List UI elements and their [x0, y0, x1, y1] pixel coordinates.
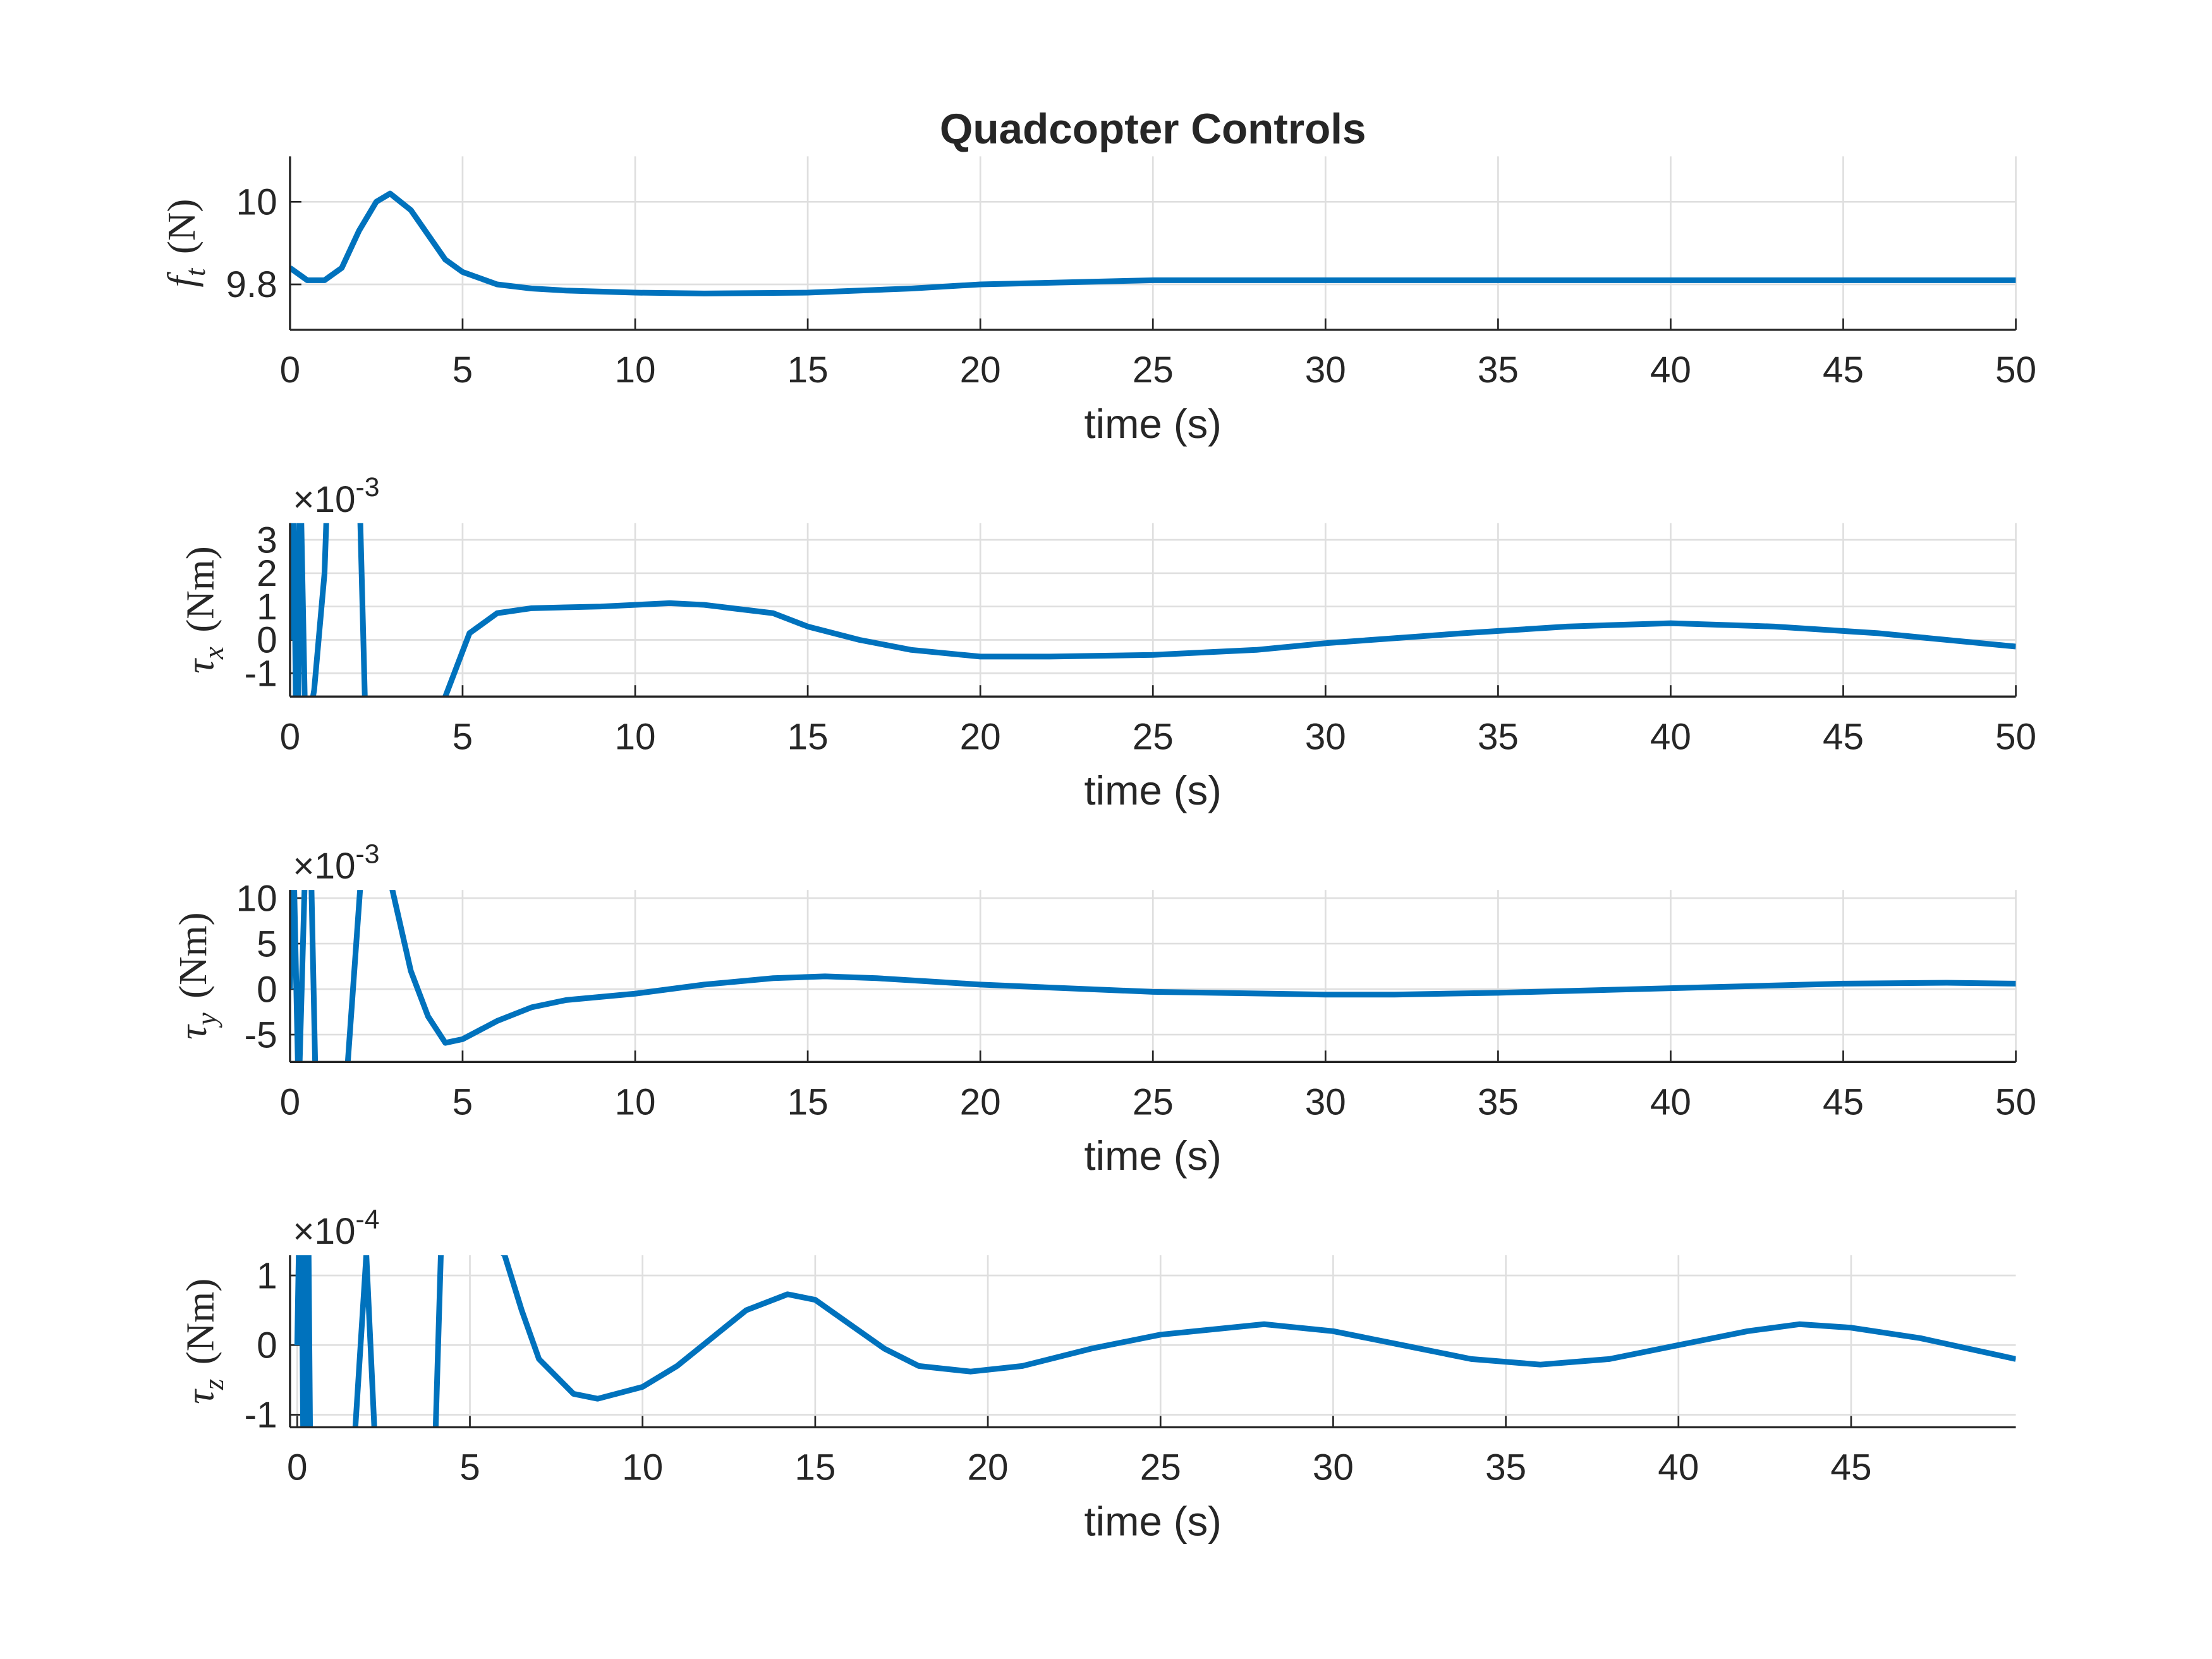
axis-multiplier: ×10-3 — [293, 839, 379, 887]
x-tick-label: 20 — [960, 349, 1001, 391]
x-tick-label: 20 — [960, 716, 1001, 757]
x-tick-label: 40 — [1650, 349, 1691, 391]
y-tick-label: 0 — [257, 1325, 277, 1366]
y-label-unit: (Nm) — [178, 1279, 222, 1364]
multiplier-exponent: -3 — [356, 472, 380, 502]
x-tick-label: 0 — [287, 1447, 308, 1488]
y-axis-label: τx (Nm) — [178, 546, 229, 673]
x-tick-label: 15 — [794, 1447, 836, 1488]
x-tick-label: 0 — [280, 716, 301, 757]
data-line — [289, 523, 2016, 697]
x-tick-label: 45 — [1823, 716, 1864, 757]
axis-multiplier: ×10-3 — [293, 472, 379, 520]
x-tick-label: 50 — [1995, 349, 2036, 391]
y-tick-label: 2 — [257, 553, 277, 594]
x-tick-label: 15 — [787, 716, 829, 757]
x-tick-label: 50 — [1995, 716, 2036, 757]
x-tick-label: 30 — [1305, 1081, 1346, 1122]
y-label-subscript: y — [191, 1012, 222, 1028]
x-tick-label: 25 — [1133, 716, 1174, 757]
y-tick-label: -1 — [245, 653, 277, 694]
y-axis-label: τz (Nm) — [178, 1279, 229, 1404]
x-tick-label: 20 — [968, 1447, 1009, 1488]
y-tick-label: 9.8 — [226, 264, 277, 305]
x-tick-label: 50 — [1995, 1081, 2036, 1122]
x-tick-label: 30 — [1305, 716, 1346, 757]
x-tick-label: 15 — [787, 1081, 829, 1122]
y-label-subscript: x — [198, 647, 229, 660]
x-tick-label: 15 — [787, 349, 829, 391]
x-tick-label: 35 — [1478, 349, 1519, 391]
x-tick-label: 5 — [453, 716, 473, 757]
x-tick-label: 25 — [1133, 349, 1174, 391]
multiplier-base: ×10 — [293, 479, 355, 520]
data-line — [289, 890, 2016, 1062]
x-tick-label: 20 — [960, 1081, 1001, 1122]
y-tick-label: 1 — [257, 586, 277, 628]
x-tick-label: 30 — [1305, 349, 1346, 391]
y-tick-label: 10 — [236, 878, 277, 919]
y-axis-label: ft(N) — [159, 199, 211, 288]
x-tick-label: 10 — [614, 349, 655, 391]
y-label-subscript: t — [179, 267, 211, 276]
x-tick-label: 40 — [1650, 716, 1691, 757]
y-tick-label: 1 — [257, 1255, 277, 1296]
x-tick-label: 45 — [1830, 1447, 1871, 1488]
multiplier-base: ×10 — [293, 846, 355, 887]
x-tick-label: 5 — [459, 1447, 480, 1488]
multiplier-exponent: -3 — [356, 839, 380, 869]
x-axis-label: time (s) — [1085, 1498, 1222, 1544]
x-tick-label: 10 — [622, 1447, 663, 1488]
y-label-unit: (N) — [159, 199, 204, 254]
x-tick-label: 0 — [280, 1081, 301, 1122]
x-tick-label: 5 — [453, 1081, 473, 1122]
y-label-unit: (Nm) — [171, 912, 215, 998]
data-line — [294, 1255, 2016, 1428]
y-label-symbol: τ — [178, 1389, 222, 1404]
y-label-symbol: τ — [178, 658, 222, 674]
x-tick-label: 45 — [1823, 349, 1864, 391]
chart-title: Quadcopter Controls — [940, 106, 1366, 153]
y-axis-label: τy (Nm) — [171, 912, 222, 1039]
x-tick-label: 35 — [1478, 716, 1519, 757]
x-tick-label: 40 — [1650, 1081, 1691, 1122]
x-tick-label: 35 — [1485, 1447, 1526, 1488]
y-label-unit: (Nm) — [178, 546, 222, 632]
x-tick-label: 10 — [614, 716, 655, 757]
y-tick-label: 3 — [257, 520, 277, 561]
x-tick-label: 10 — [614, 1081, 655, 1122]
y-label-symbol: τ — [171, 1024, 215, 1040]
data-line — [289, 190, 2016, 296]
x-tick-label: 40 — [1658, 1447, 1699, 1488]
x-tick-label: 0 — [280, 349, 301, 391]
x-tick-label: 25 — [1133, 1081, 1174, 1122]
y-tick-label: -5 — [245, 1014, 277, 1055]
x-tick-label: 45 — [1823, 1081, 1864, 1122]
axis-multiplier: ×10-4 — [293, 1204, 379, 1252]
y-label-subscript: z — [198, 1379, 229, 1391]
x-axis-label: time (s) — [1085, 767, 1222, 813]
y-tick-label: 5 — [257, 923, 277, 964]
x-axis-label: time (s) — [1085, 401, 1222, 447]
x-axis-label: time (s) — [1085, 1133, 1222, 1179]
x-tick-label: 25 — [1140, 1447, 1181, 1488]
y-tick-label: 10 — [236, 182, 277, 223]
multiplier-base: ×10 — [293, 1211, 355, 1252]
y-tick-label: 0 — [257, 620, 277, 661]
x-tick-label: 30 — [1313, 1447, 1354, 1488]
y-tick-label: 0 — [257, 969, 277, 1010]
x-tick-label: 5 — [453, 349, 473, 391]
y-tick-label: -1 — [245, 1395, 277, 1436]
multiplier-exponent: -4 — [356, 1204, 380, 1234]
x-tick-label: 35 — [1478, 1081, 1519, 1122]
